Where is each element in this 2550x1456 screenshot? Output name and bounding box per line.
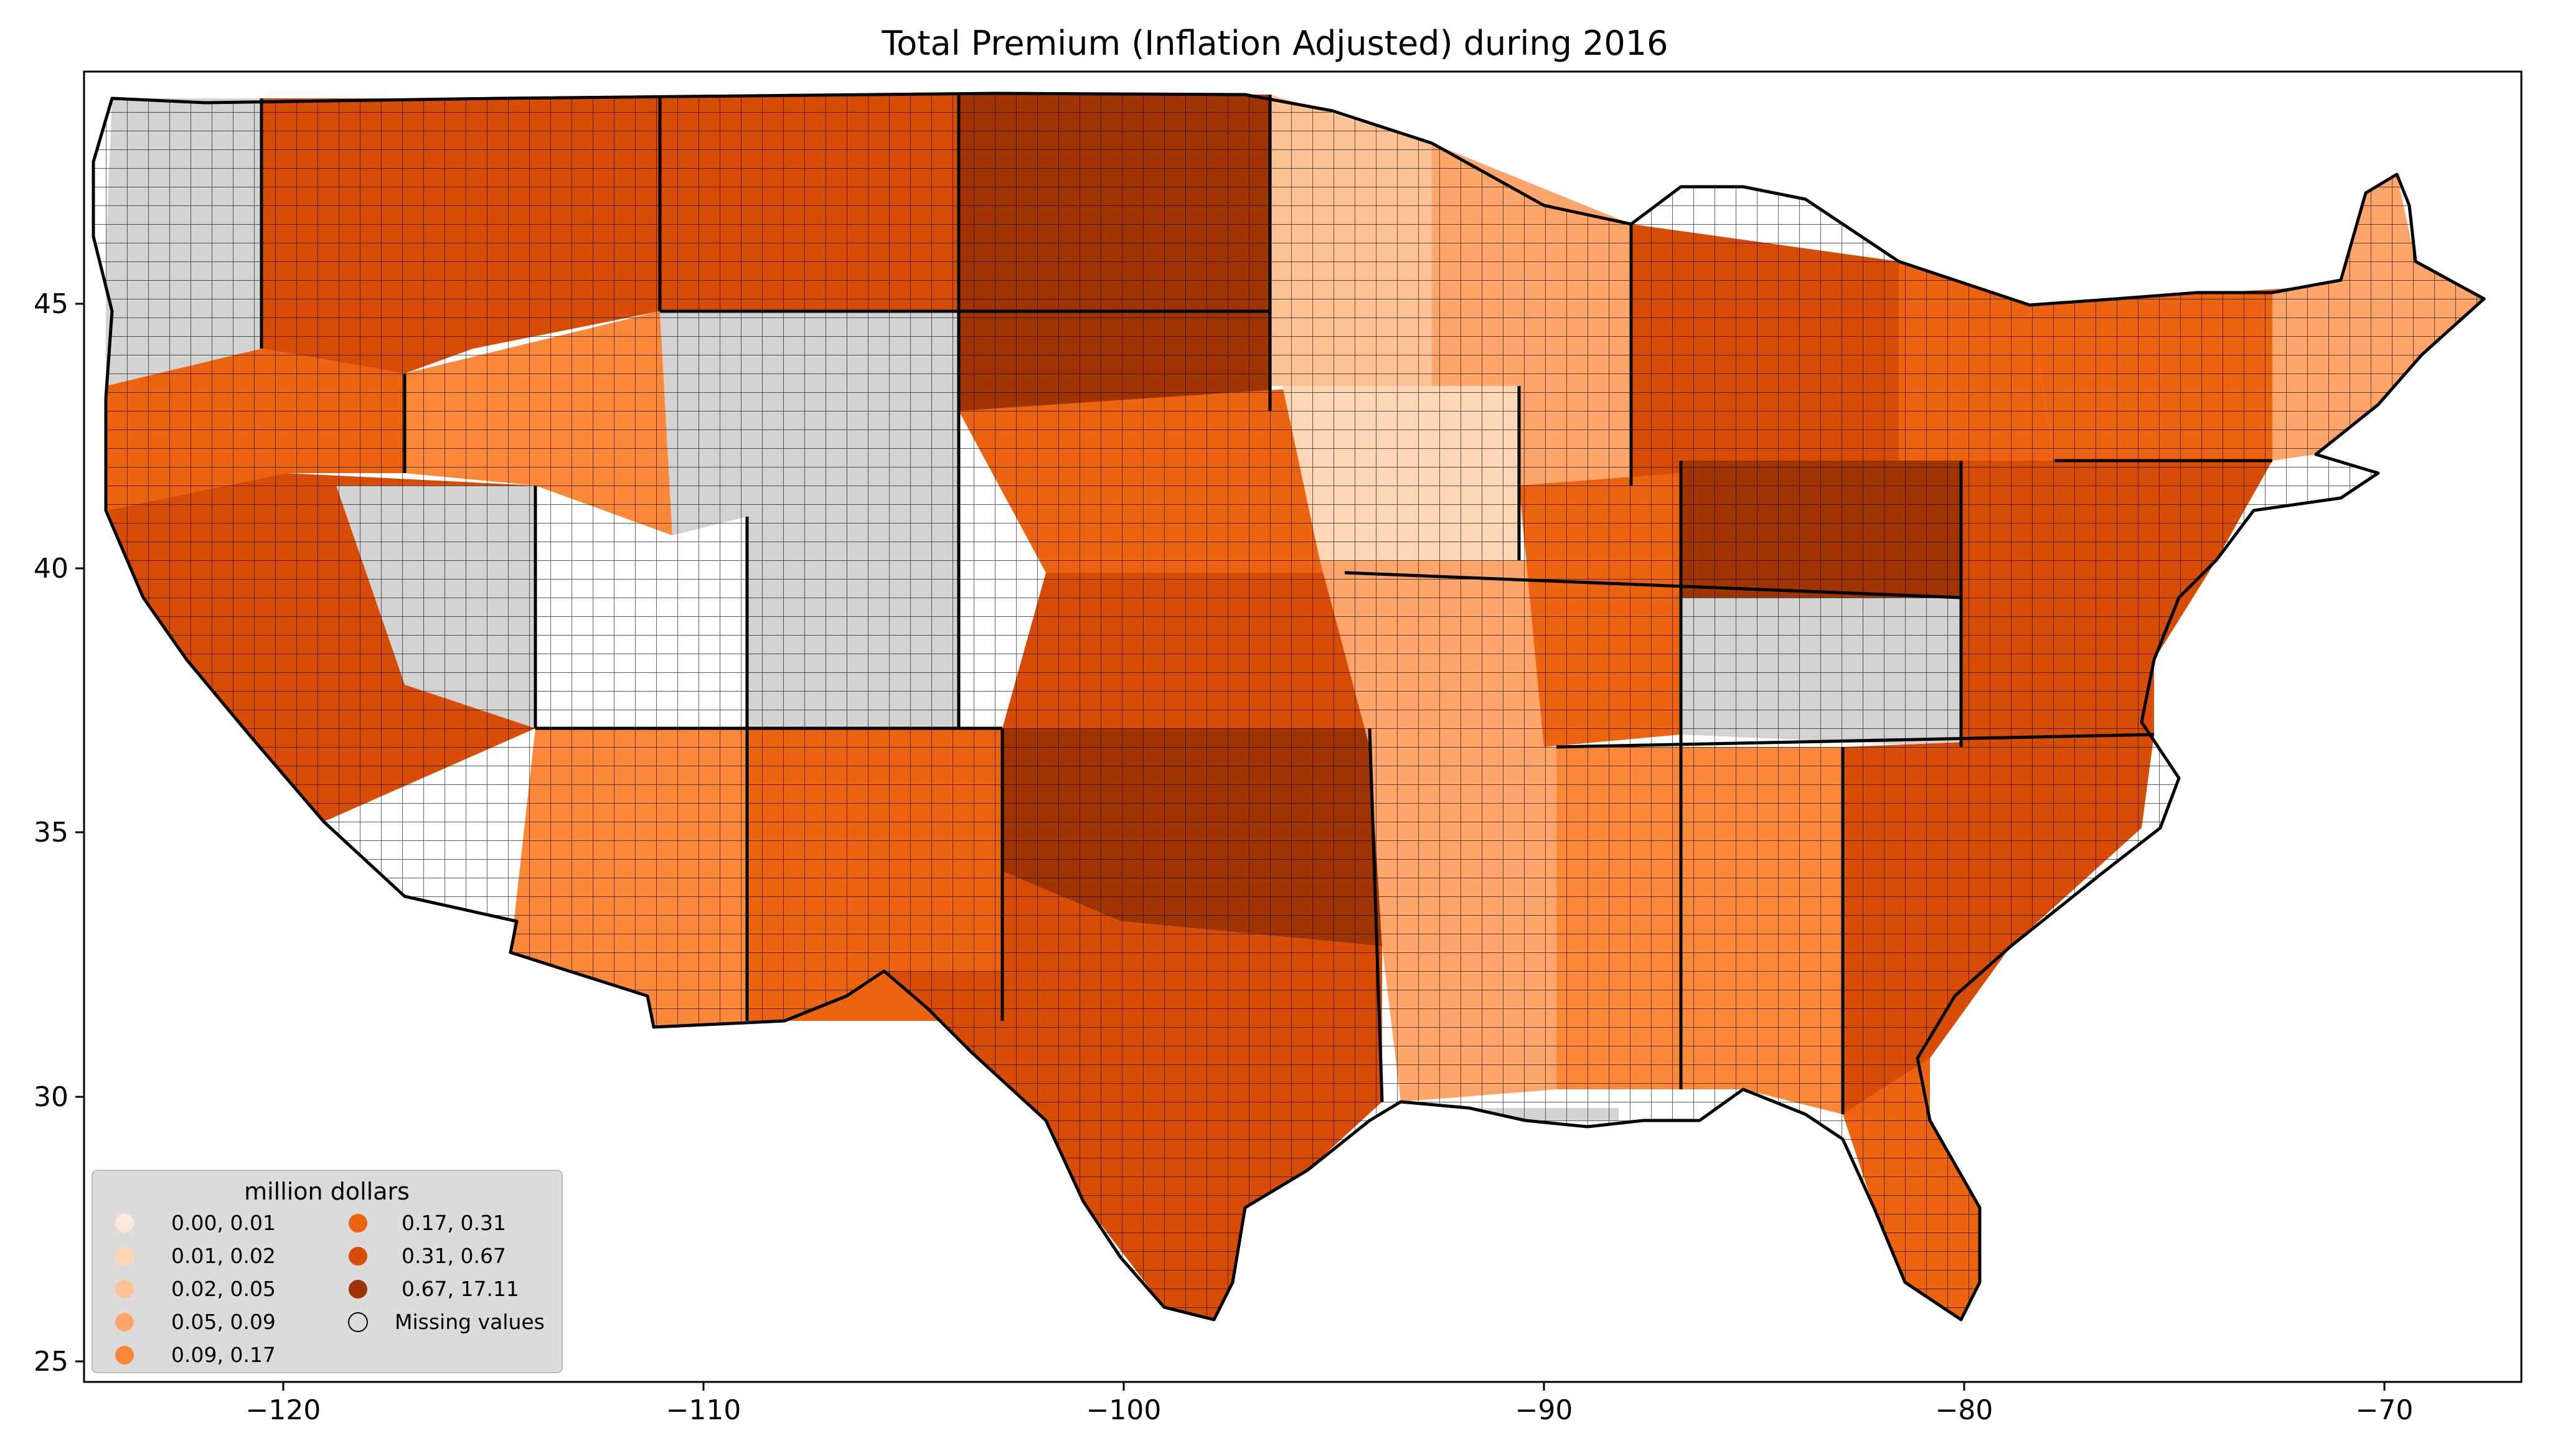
y-tick-label: 40 — [34, 553, 68, 585]
x-tick-label: −100 — [1086, 1394, 1162, 1426]
legend-label: 0.02, 0.05 — [171, 1277, 276, 1301]
y-axis: 45 40 35 30 25 — [34, 288, 84, 1378]
x-tick-label: −70 — [2356, 1394, 2414, 1426]
legend-swatch-missing — [348, 1312, 368, 1332]
state-border-layer — [260, 93, 2272, 1114]
legend: million dollars 0.00, 0.01 0.01, 0.02 0.… — [92, 1170, 563, 1373]
legend-swatch — [349, 1214, 367, 1233]
legend-label: 0.05, 0.09 — [171, 1310, 276, 1334]
x-tick-label: −80 — [1936, 1394, 1993, 1426]
legend-label: 0.31, 0.67 — [402, 1244, 506, 1268]
legend-swatch — [115, 1313, 134, 1332]
x-tick-label: −110 — [666, 1394, 741, 1426]
legend-label: 0.01, 0.02 — [171, 1244, 276, 1268]
legend-label: 0.67, 17.11 — [402, 1277, 519, 1301]
y-tick-label: 35 — [34, 817, 68, 848]
x-tick-label: −120 — [246, 1394, 321, 1426]
state-border — [1556, 733, 2155, 749]
plot-frame — [83, 70, 2523, 1383]
map-title: Total Premium (Inflation Adjusted) durin… — [882, 24, 1668, 63]
legend-swatch — [115, 1247, 134, 1266]
legend-label: 0.17, 0.31 — [402, 1211, 506, 1235]
x-tick-label: −90 — [1515, 1394, 1573, 1426]
legend-title: million dollars — [244, 1178, 410, 1205]
y-tick-label: 30 — [34, 1081, 68, 1113]
contiguous-us-mask — [92, 92, 2486, 1322]
legend-swatch — [349, 1280, 367, 1299]
x-axis: −120 −110 −100 −90 −80 −70 — [246, 1382, 2414, 1426]
legend-label: 0.00, 0.01 — [171, 1211, 276, 1235]
y-tick-label: 25 — [34, 1346, 68, 1378]
legend-swatch — [115, 1346, 134, 1364]
legend-label: 0.09, 0.17 — [171, 1343, 276, 1367]
state-border — [1368, 728, 1384, 1102]
legend-swatch — [115, 1214, 134, 1233]
legend-label: Missing values — [395, 1310, 545, 1334]
legend-swatch — [349, 1247, 367, 1266]
y-tick-label: 45 — [34, 288, 68, 320]
legend-box — [92, 1170, 563, 1373]
state-border — [1344, 571, 1962, 599]
legend-swatch — [115, 1280, 134, 1299]
